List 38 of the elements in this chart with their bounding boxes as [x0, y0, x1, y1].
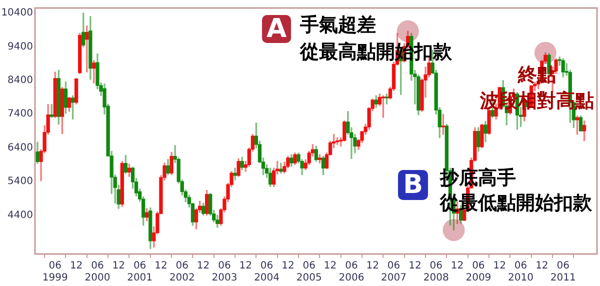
x-tick-label: 06 1999 [42, 260, 68, 284]
x-tick-label: 06 2009 [466, 260, 492, 284]
x-tick-label: 12 [324, 260, 337, 272]
x-tick-label: 12 [282, 260, 294, 272]
x-tick-label: 12 [450, 260, 464, 272]
x-tick-label: 12 [366, 260, 379, 272]
annotation: A [262, 14, 291, 44]
y-tick-label: 7400 [8, 108, 33, 120]
x-tick-label: 12 [536, 260, 548, 272]
x-tick-label: 06 2011 [550, 260, 576, 284]
x-tick-label: 06 2007 [381, 260, 406, 284]
x-tick-label: 06 2006 [338, 260, 364, 284]
x-tick-label: 06 2010 [508, 260, 534, 284]
y-tick-label: 5400 [8, 176, 33, 188]
y-tick-label: 6400 [8, 142, 33, 154]
x-tick-label: 06 2002 [169, 260, 195, 284]
x-tick-label: 06 2001 [127, 260, 153, 284]
x-tick-label: 12 [154, 260, 168, 272]
x-tick-label: 12 [239, 260, 252, 272]
x-tick-label: 12 [70, 260, 83, 272]
candlestick [233, 168, 237, 180]
x-tick-label: 06 2003 [212, 260, 238, 284]
y-tick-label: 10400 [1, 8, 33, 19]
annotation: 從最高點開始扣款 [300, 40, 452, 65]
candlestick [92, 60, 96, 84]
x-tick-label: 06 2008 [423, 260, 449, 284]
annotation: 手氣超差 [300, 13, 376, 38]
y-tick-label: 8400 [8, 75, 33, 86]
x-tick-label: 12 [493, 260, 506, 272]
x-tick-label: 12 [196, 260, 210, 272]
y-tick-label: 4400 [8, 210, 33, 221]
x-tick-label: 06 2005 [296, 260, 322, 284]
x-tick-label: 12 [408, 260, 422, 272]
annotation: B [398, 170, 428, 200]
y-tick-label: 9400 [8, 41, 33, 52]
x-tick-label: 12 [112, 260, 125, 272]
x-tick-label: 06 2004 [254, 260, 280, 284]
x-tick-label: 06 2000 [84, 260, 110, 284]
